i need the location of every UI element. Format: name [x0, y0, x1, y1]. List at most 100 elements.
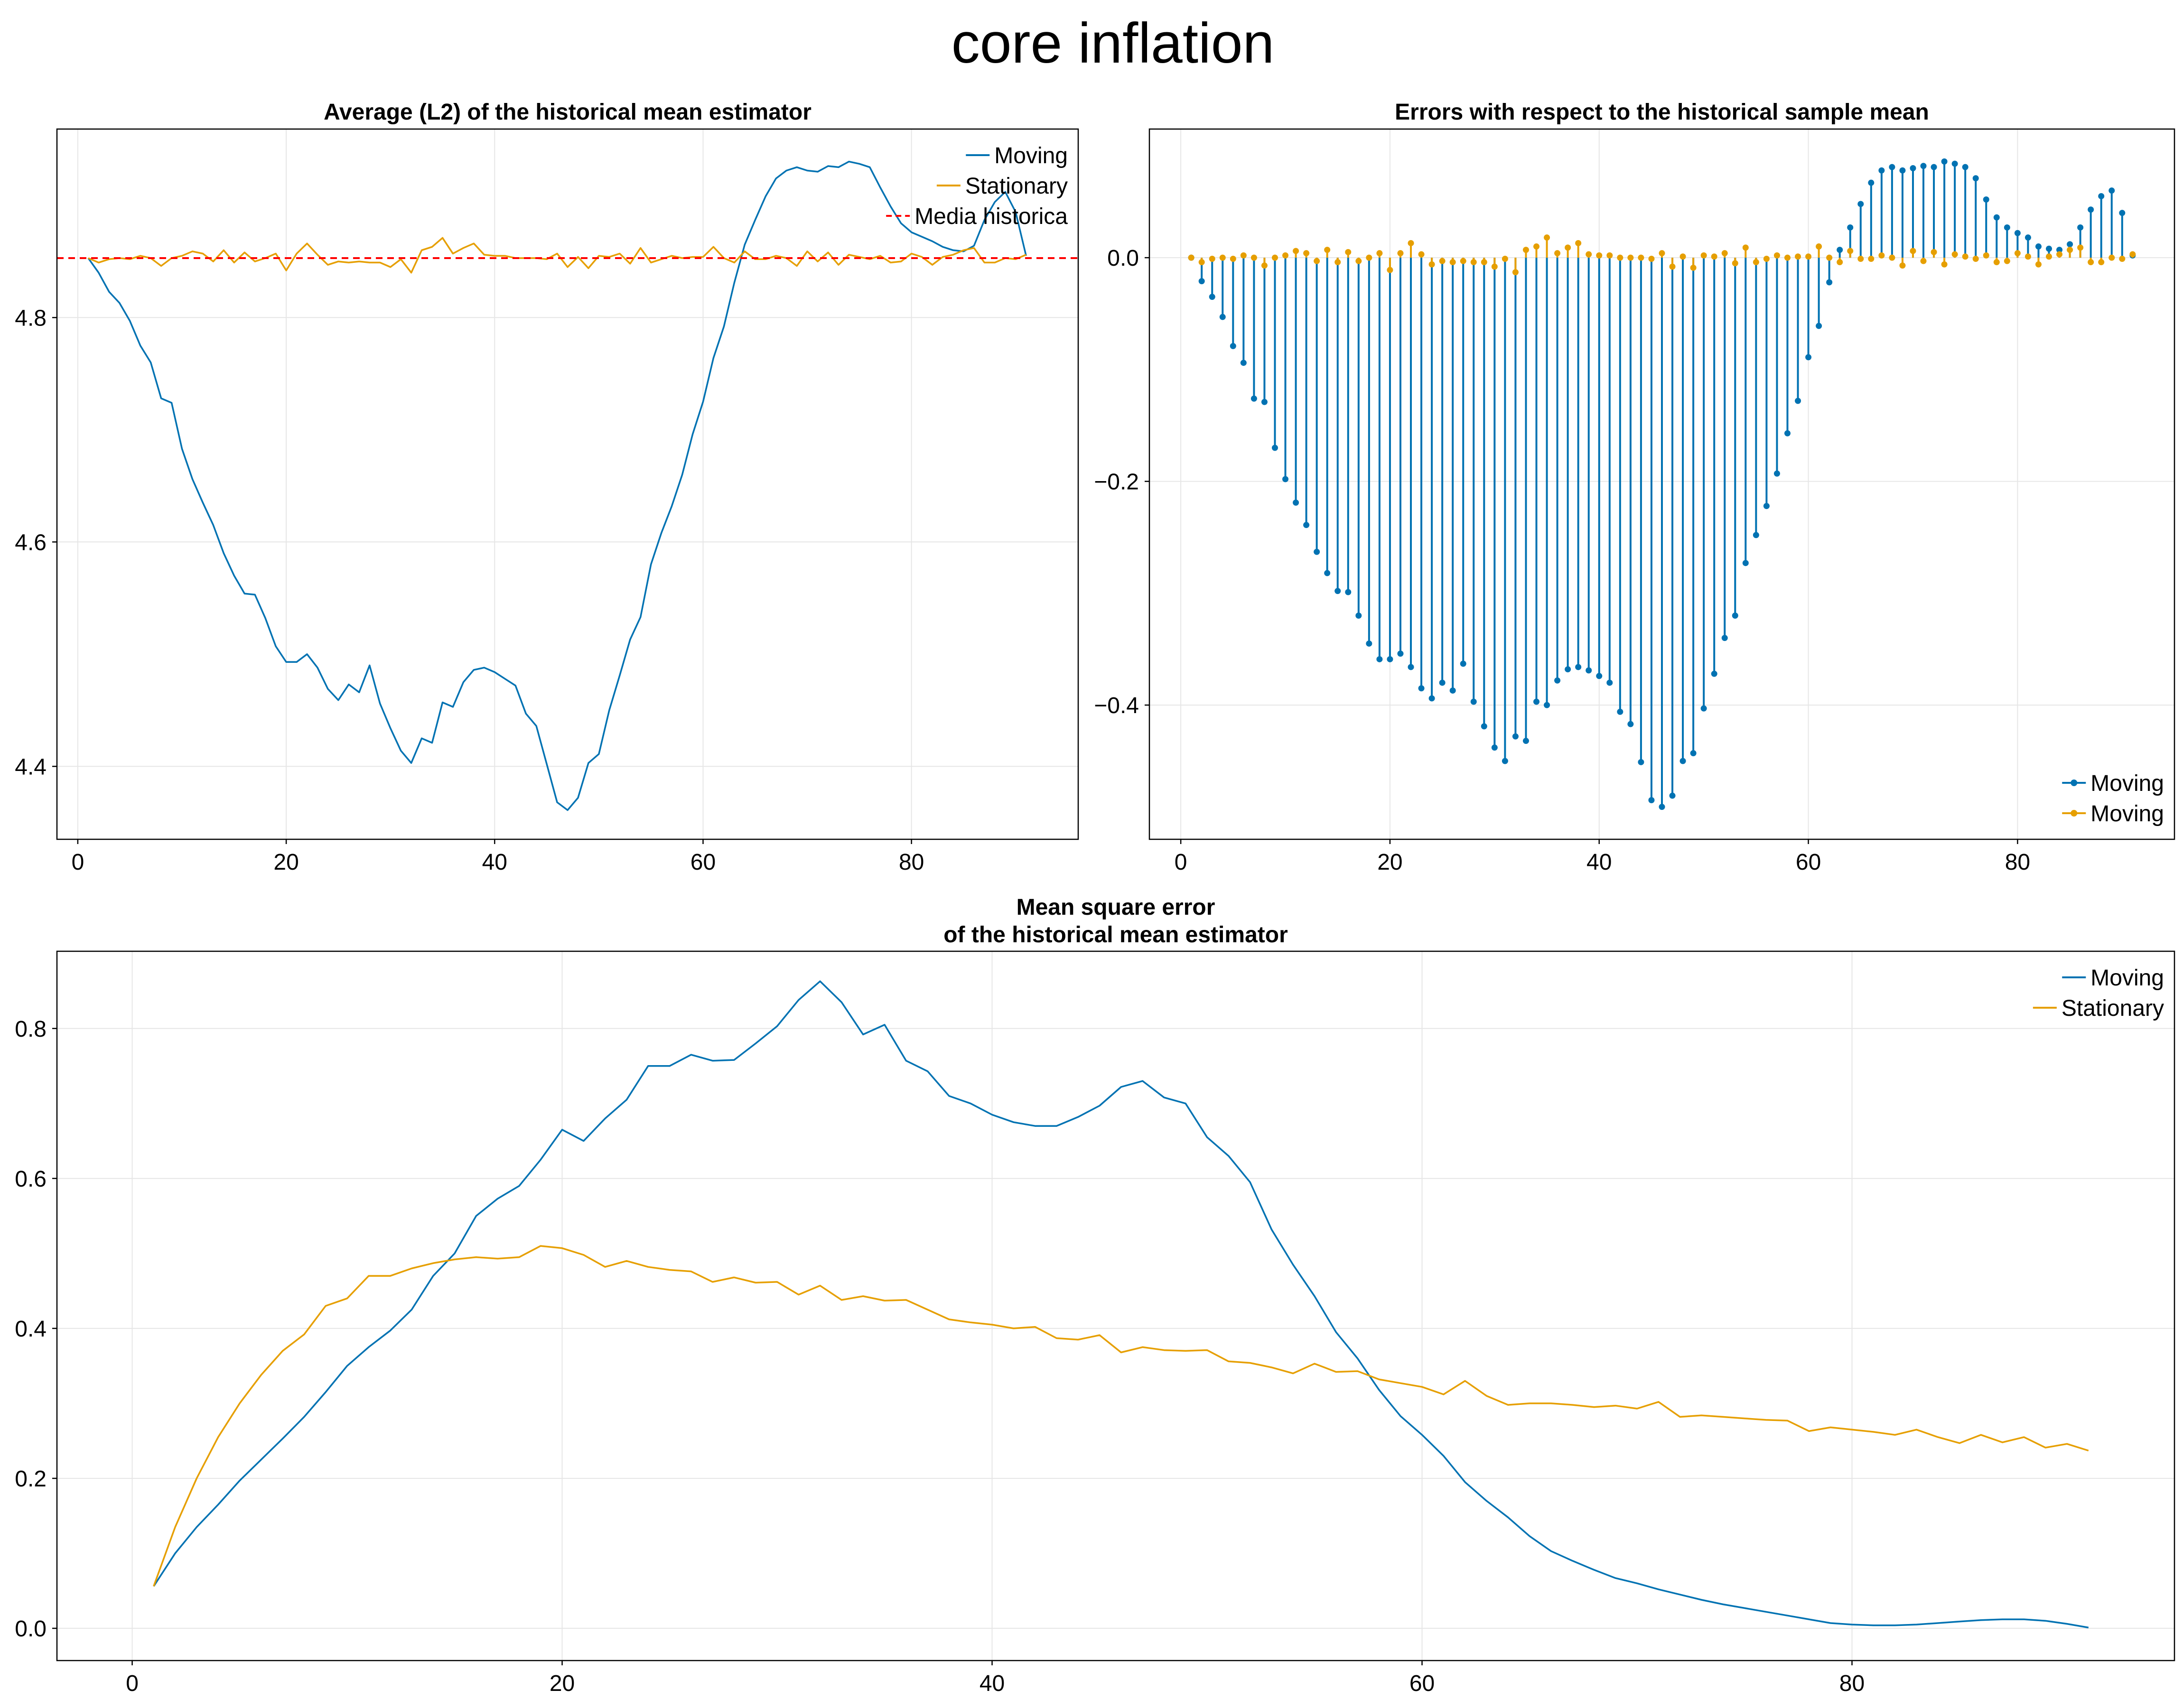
stem-marker [1282, 476, 1289, 483]
stem-marker [2014, 250, 2021, 257]
stem-marker [1847, 224, 1854, 231]
stem-marker [1732, 613, 1738, 619]
stem-marker [1554, 677, 1561, 684]
stem-marker [1878, 252, 1885, 259]
stem-marker [1627, 721, 1634, 727]
stem-marker [1784, 254, 1791, 261]
stem-marker [1271, 445, 1278, 451]
stem-marker [1920, 163, 1927, 169]
panel-mse: Mean square error of the historical mean … [15, 895, 2175, 1696]
stem-marker [1512, 733, 1519, 740]
stem-marker [1293, 499, 1299, 506]
stem-marker [1753, 259, 1759, 266]
stem-marker [1198, 278, 1205, 285]
stem-marker [1972, 255, 1979, 262]
stem-marker [1376, 656, 1383, 662]
legend-label: Stationary [2062, 996, 2164, 1021]
stem-marker [1282, 252, 1289, 259]
stem-marker [1711, 253, 1717, 260]
stem-marker [1522, 247, 1529, 253]
stem-marker [1481, 723, 1487, 730]
stem-marker [1993, 259, 2000, 266]
stem-marker [1816, 243, 1822, 250]
stem-marker [1773, 470, 1780, 477]
y-tick-label: −0.2 [1094, 470, 1139, 495]
stem-marker [1355, 613, 1362, 619]
stem-marker [1889, 254, 1895, 261]
stem-marker [2077, 244, 2084, 251]
panel-title: Errors with respect to the historical sa… [1395, 100, 1929, 125]
stem-marker [1951, 160, 1958, 167]
legend-label: Stationary [965, 174, 1068, 199]
stem-marker [2004, 224, 2010, 231]
stem-marker [1931, 164, 1937, 170]
legend-label: Moving [2090, 965, 2164, 991]
stem-marker [2014, 230, 2021, 236]
stem-marker [1941, 261, 1948, 268]
stem-marker [1617, 708, 1623, 715]
legend-label: Moving [994, 143, 1068, 168]
stem-marker [1240, 252, 1247, 259]
stem-marker [1753, 532, 1759, 538]
stem-marker [1460, 258, 1466, 264]
stem-marker [1418, 685, 1425, 692]
stem-marker [1659, 804, 1665, 810]
stem-marker [1899, 167, 1906, 174]
plot-area [57, 160, 1078, 811]
x-tick-label: 0 [72, 850, 84, 875]
x-tick-label: 60 [690, 850, 716, 875]
stem-marker [1732, 260, 1738, 267]
stem-marker [1387, 267, 1393, 273]
stem-marker [1397, 250, 1404, 257]
stem-marker [1659, 250, 1665, 257]
stem-marker [1188, 254, 1194, 261]
x-tick-label: 60 [1796, 850, 1821, 875]
stem-marker [1596, 252, 1603, 259]
stem-marker [1700, 705, 1707, 712]
series-line [88, 237, 1026, 274]
stem-marker [1324, 570, 1331, 576]
stem-marker [1742, 244, 1749, 251]
stem-marker [1355, 258, 1362, 264]
stem-marker [1418, 251, 1425, 258]
stem-marker [1816, 323, 1822, 329]
x-tick-label: 40 [482, 850, 507, 875]
stem-marker [1763, 255, 1770, 262]
stem-series [1188, 158, 2136, 810]
stem-marker [2067, 247, 2073, 253]
stem-marker [1303, 522, 1310, 529]
stem-marker [1314, 258, 1320, 264]
stem-marker [1586, 251, 1592, 258]
stem-marker [1439, 258, 1446, 264]
legend: Moving Moving [2062, 771, 2164, 826]
x-tick-label: 40 [980, 1671, 1005, 1696]
stem-marker [1690, 750, 1697, 756]
stem-marker [1565, 666, 1571, 673]
stem-marker [1763, 502, 1770, 509]
stem-marker [1669, 263, 1676, 270]
stem-marker [1345, 589, 1352, 595]
stem-marker [1962, 164, 1968, 170]
stem-marker [2098, 259, 2105, 266]
series-line [87, 160, 1027, 811]
plot-area [153, 980, 2089, 1629]
axes-frame [56, 950, 2175, 1662]
stem-marker [1491, 263, 1498, 270]
stem-marker [2046, 253, 2052, 260]
legend-label: Moving [2090, 801, 2164, 826]
panel-title: Average (L2) of the historical mean esti… [324, 100, 812, 125]
y-tick-label: 0.0 [15, 1616, 47, 1642]
stem-marker [1700, 252, 1707, 259]
stem-marker [1230, 343, 1236, 349]
stem-marker [1795, 253, 1801, 260]
stem-marker [1428, 261, 1435, 268]
stem-marker [2129, 251, 2136, 258]
stem-marker [1826, 279, 1833, 286]
stem-marker [1606, 679, 1613, 686]
stem-marker [2046, 245, 2052, 252]
y-tick-label: 0.6 [15, 1167, 47, 1192]
stem-marker [1721, 250, 1728, 257]
stem-marker [1575, 664, 1582, 670]
stem-marker [1847, 248, 1854, 254]
